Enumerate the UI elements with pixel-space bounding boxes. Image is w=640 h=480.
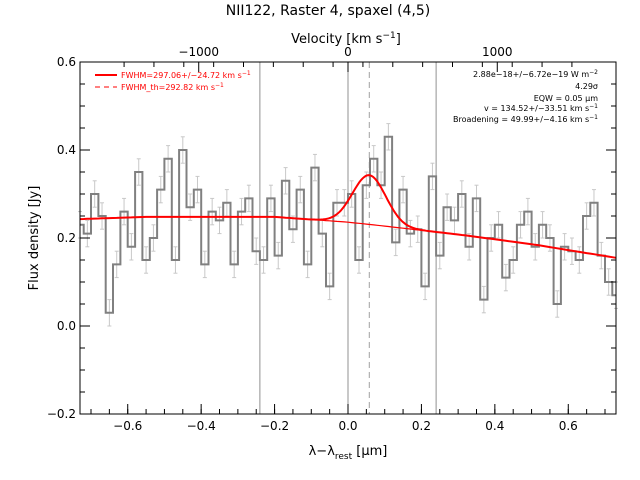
legend: FWHM=297.06+/−24.72 km s−1 FWHM_th=292.8… bbox=[95, 70, 251, 92]
y-tick-label: 0.0 bbox=[57, 319, 76, 333]
chart-title: NII122, Raster 4, spaxel (4,5) bbox=[226, 3, 431, 19]
top-tick-label: 1000 bbox=[482, 45, 513, 59]
y-tick-label: 0.4 bbox=[57, 143, 76, 157]
x-tick-label: −0.2 bbox=[260, 419, 289, 433]
top-tick-label: −1000 bbox=[178, 45, 219, 59]
x-tick-label: 0.2 bbox=[412, 419, 431, 433]
x-tick-label: −0.6 bbox=[113, 419, 142, 433]
top-axis-label: Velocity [km s−1] bbox=[291, 31, 401, 47]
annotation-broadening: Broadening = 49.99+/−4.16 km s−1 bbox=[453, 114, 598, 124]
fit-annotations: 2.88e−18+/−6.72e−19 W m−2 4.29σ EQW = 0.… bbox=[453, 69, 598, 124]
plot-area bbox=[78, 62, 618, 414]
gaussian-fit-line bbox=[311, 174, 437, 233]
continuum-fit-right bbox=[435, 231, 617, 259]
annotation-significance: 4.29σ bbox=[575, 82, 598, 91]
y-tick-label: −0.2 bbox=[47, 407, 76, 421]
x-tick-label: 0.4 bbox=[485, 419, 504, 433]
axes bbox=[79, 61, 617, 415]
x-tick-label: −0.4 bbox=[187, 419, 216, 433]
continuum-fit-left bbox=[79, 215, 312, 221]
legend-entry-fwhm: FWHM=297.06+/−24.72 km s−1 bbox=[121, 70, 251, 80]
annotation-velocity: v = 134.52+/−33.51 km s−1 bbox=[484, 103, 598, 113]
spectrum-step-line bbox=[80, 135, 616, 314]
y-axis-label: Flux density [Jy] bbox=[27, 186, 42, 291]
x-tick-label: 0.0 bbox=[338, 419, 357, 433]
x-tick-label: 0.6 bbox=[559, 419, 578, 433]
y-tick-label: 0.6 bbox=[57, 55, 76, 69]
annotation-flux: 2.88e−18+/−6.72e−19 W m−2 bbox=[473, 69, 598, 79]
legend-entry-fwhm-th: FWHM_th=292.82 km s−1 bbox=[121, 82, 224, 92]
top-tick-label: 0 bbox=[344, 45, 352, 59]
x-axis-label: λ−λrest [μm] bbox=[309, 444, 388, 462]
annotation-eqw: EQW = 0.05 μm bbox=[534, 94, 598, 103]
y-tick-label: 0.2 bbox=[57, 231, 76, 245]
tick-labels: −0.6 −0.4 −0.2 0.0 0.2 0.4 0.6 −0.2 0.0 0.2 0.4 0.6… bbox=[47, 45, 578, 433]
